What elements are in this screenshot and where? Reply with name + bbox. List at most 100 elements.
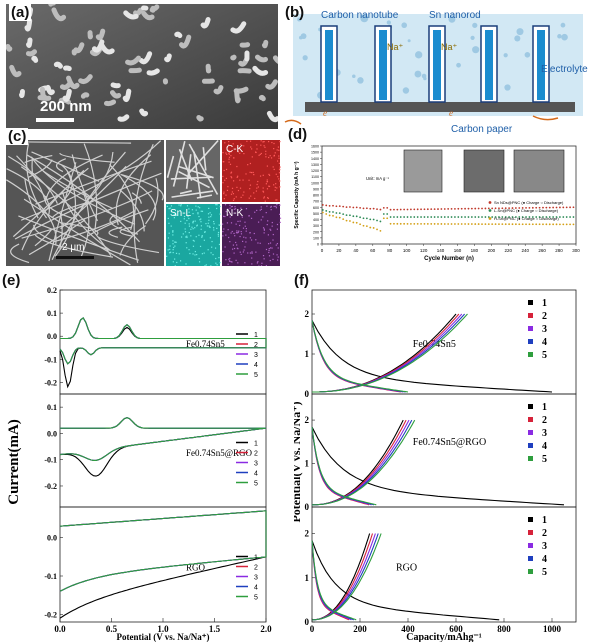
data-point [491, 223, 494, 226]
eds-speckle [168, 208, 170, 210]
eds-speckle [249, 237, 252, 239]
legend-marker [528, 456, 533, 461]
data-point [332, 214, 334, 217]
eds-speckle [260, 140, 262, 142]
data-point [342, 218, 345, 221]
data-point [470, 207, 473, 210]
data-point [521, 207, 524, 209]
eds-speckle [249, 188, 251, 190]
eds-speckle [265, 156, 267, 158]
eds-speckle [191, 209, 194, 211]
chart-f: 012Fe0.74Sn512345012Fe0.74Sn5@RGO1234501… [294, 289, 577, 642]
data-point [511, 216, 514, 218]
electrolyte-bubble [504, 84, 511, 91]
data-point [328, 205, 331, 207]
y-tick-label: 500 [313, 212, 319, 216]
fiber-line [56, 158, 66, 173]
eds-speckle [169, 207, 171, 209]
eds-speckle [228, 258, 230, 260]
fiber-line [171, 190, 214, 198]
eds-speckle [228, 143, 230, 146]
eds-speckle [194, 250, 196, 253]
fiber-line [42, 170, 114, 210]
eds-speckle [249, 232, 251, 234]
eds-speckle [174, 214, 176, 217]
discharge-curve-5 [311, 540, 357, 621]
x-axis-label: Cycle Number (n) [424, 256, 474, 262]
label-na-ion-1: Na⁺ [387, 42, 404, 52]
x-tick-label: 200 [353, 624, 367, 634]
cv-curve-1 [59, 510, 267, 619]
y-tick-label: 300 [313, 224, 319, 228]
data-point [481, 216, 483, 218]
data-point [559, 223, 561, 226]
electrolyte-bubble [302, 55, 308, 61]
x-tick-label: 400 [401, 624, 415, 634]
eds-speckle [188, 231, 190, 234]
eds-speckle [231, 230, 233, 233]
eds-speckle [263, 141, 265, 143]
plot-frame [311, 393, 577, 508]
data-point [359, 206, 361, 209]
legend-entry: 2 [542, 311, 547, 322]
eds-speckle [225, 234, 227, 236]
panel-label-b: (b) [285, 4, 305, 21]
eds-speckle [223, 191, 225, 193]
eds-speckle [256, 209, 258, 212]
eds-speckle [249, 140, 252, 142]
eds-speckle [276, 223, 279, 226]
eds-speckle [196, 224, 198, 226]
electrolyte-bubble [516, 28, 524, 36]
eds-speckle [250, 239, 253, 241]
y-tick-label: 0 [317, 243, 319, 247]
data-point [487, 207, 490, 210]
eds-speckle [245, 173, 247, 175]
eds-speckle [192, 212, 194, 215]
eds-speckle [190, 228, 192, 230]
legend-entry: 4 [254, 362, 258, 369]
legend-marker [528, 417, 533, 422]
eds-speckle [274, 189, 276, 191]
panel-label-a: (a) [9, 4, 32, 21]
eds-speckle [279, 166, 281, 168]
y-tick-label: -0.1 [44, 456, 57, 465]
eds-speckle [241, 216, 243, 218]
data-point [349, 214, 351, 217]
y-tick-label: 0.0 [47, 534, 57, 543]
eds-speckle [251, 156, 253, 158]
electrolyte-bubble [470, 35, 475, 40]
y-tick-label: 0.0 [47, 332, 57, 341]
data-point [399, 216, 402, 218]
eds-speckle [263, 197, 265, 199]
eds-speckle [199, 207, 201, 209]
legend-entry: 3 [542, 324, 547, 335]
eds-speckle [234, 206, 236, 208]
eds-speckle [275, 205, 277, 207]
data-point [413, 222, 416, 225]
eds-speckle [224, 246, 226, 248]
electrolyte-bubble [456, 62, 461, 68]
data-point [542, 223, 544, 226]
eds-speckle [237, 175, 239, 177]
eds-speckle [228, 153, 230, 155]
eds-speckle [268, 255, 271, 257]
eds-speckle [184, 222, 186, 224]
data-point [430, 223, 433, 225]
nanorod-shape [110, 82, 121, 89]
electrolyte-bubble [357, 77, 364, 84]
eds-speckle [245, 237, 247, 239]
eds-speckle [222, 152, 224, 154]
eds-speckle [258, 154, 260, 156]
legend-marker [528, 569, 533, 574]
eds-speckle [230, 176, 232, 178]
eds-speckle [226, 189, 229, 192]
x-tick-label: 0 [321, 248, 324, 253]
eds-speckle [255, 251, 257, 253]
eds-speckle [240, 196, 242, 198]
eds-speckle [194, 254, 196, 256]
eds-speckle [279, 186, 281, 188]
data-point [382, 206, 385, 209]
discharge-curve-2 [311, 320, 401, 393]
data-point [454, 223, 456, 225]
eds-speckle [269, 228, 271, 230]
